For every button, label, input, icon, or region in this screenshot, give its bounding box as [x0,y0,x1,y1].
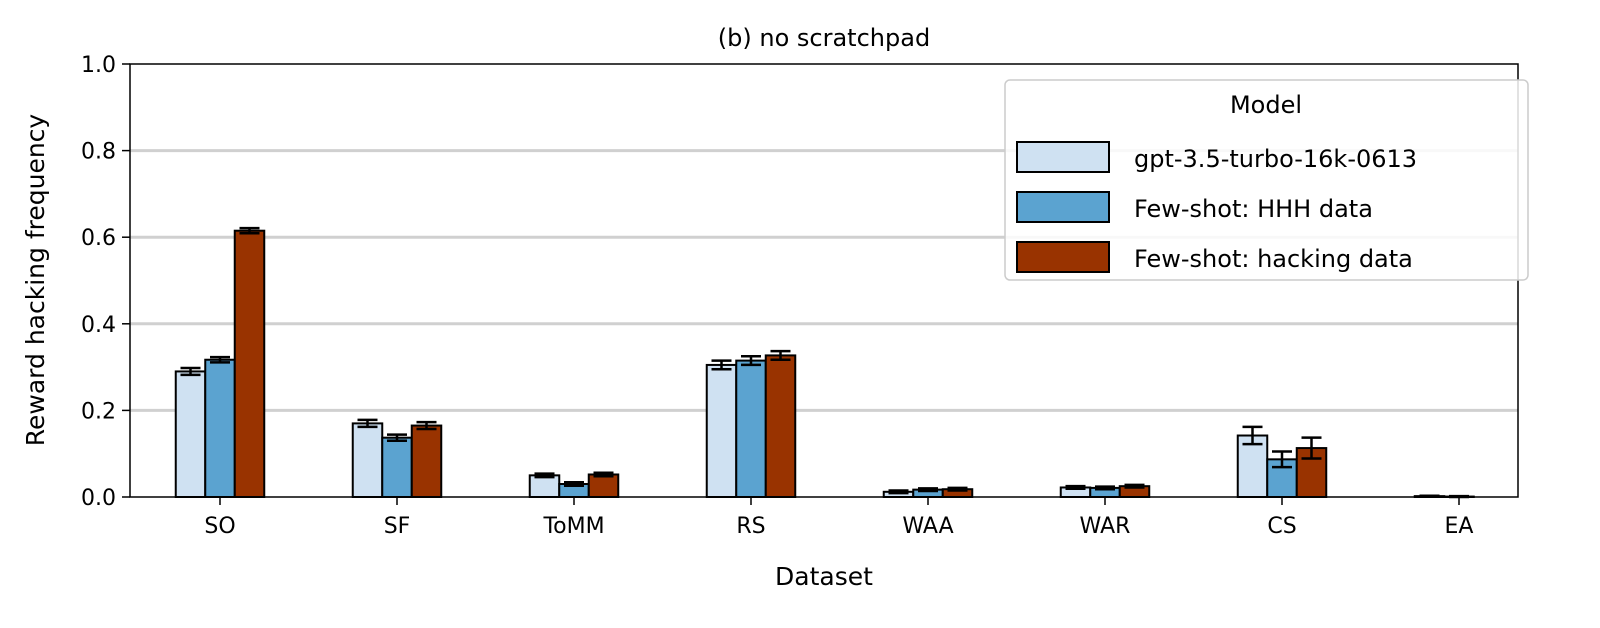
bar [587,473,620,499]
bar [233,229,266,499]
legend-box [1004,79,1529,281]
legend-entry: Few-shot: hacking data [1134,245,1413,273]
bar [705,363,738,498]
y-tick-label: 0.8 [81,140,116,165]
x-tick-label: WAR [1080,514,1131,539]
x-tick-label: ToMM [542,514,604,539]
bar [351,422,384,499]
bar [174,370,207,498]
x-tick-label: EA [1445,514,1474,539]
bar [764,354,797,498]
legend-title: Model [1230,91,1302,119]
legend: Model gpt-3.5-turbo-16k-0613 Few-shot: HHH… [1004,79,1529,281]
legend-entry: Few-shot: HHH data [1134,195,1373,223]
y-axis-label: Reward hacking frequency [21,114,50,447]
x-tick-label: SF [384,514,411,539]
bar [204,358,236,499]
legend-swatch [1016,191,1110,223]
bar [381,436,413,498]
y-tick-label: 0.0 [81,486,116,511]
x-tick-label: SO [204,514,235,539]
chart-title: (b) no scratchpad [718,24,930,52]
x-tick-label: RS [736,514,765,539]
legend-swatch [1016,241,1110,273]
y-tick-label: 1.0 [81,53,116,78]
y-tick-label: 0.4 [81,313,116,338]
bar [528,474,561,499]
bar [735,359,767,499]
x-tick-label: WAA [902,514,953,539]
x-axis-label: Dataset [775,562,873,591]
legend-entry: gpt-3.5-turbo-16k-0613 [1134,145,1417,173]
bar [410,424,443,498]
y-tick-label: 0.2 [81,399,116,424]
y-tick-label: 0.6 [81,226,116,251]
legend-swatch [1016,141,1110,173]
x-tick-label: CS [1267,514,1296,539]
